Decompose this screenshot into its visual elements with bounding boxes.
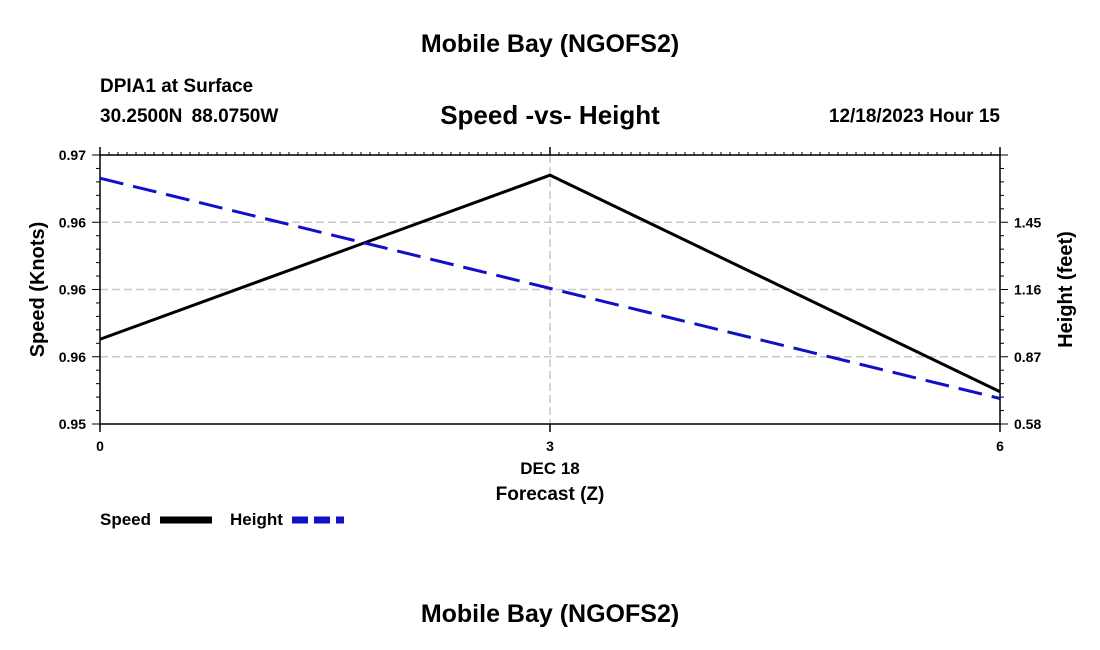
x-tick-label: 0 [96, 438, 104, 454]
x-axis-title: Forecast (Z) [496, 484, 605, 505]
label-layer: 0.95 0.96 0.96 0.96 0.97 0.58 0.87 1.16 1.45 0 3 6 D… [27, 147, 1077, 505]
series-line-speed [99, 173, 1001, 394]
y-right-tick-label: 1.45 [1014, 214, 1041, 230]
y-right-tick-label: 0.87 [1014, 349, 1041, 365]
chart-footer-title: Mobile Bay (NGOFS2) [420, 600, 680, 628]
series-line-height [99, 176, 1001, 400]
speed-height-chart: 0.95 0.96 0.96 0.96 0.97 0.58 0.87 1.16 1.45 0 3 6 D… [27, 147, 1077, 529]
station-label: DPIA1 at Surface [100, 76, 254, 97]
y-right-tick-label: 1.16 [1014, 282, 1041, 298]
y-left-tick-label: 0.96 [59, 282, 86, 298]
y-left-tick-label: 0.96 [59, 349, 86, 365]
y-right-tick-label: 0.58 [1014, 416, 1041, 432]
x-tick-label: 3 [546, 438, 554, 454]
tick-layer [92, 147, 1008, 432]
x-tick-label: 6 [996, 438, 1004, 454]
chart-subtitle: Speed -vs- Height [440, 100, 660, 130]
chart-main-title: Mobile Bay (NGOFS2) [420, 30, 680, 58]
forecast-datetime: 12/18/2023 Hour 15 [828, 106, 1000, 127]
x-date-label: DEC 18 [520, 459, 580, 478]
y-left-tick-label: 0.95 [59, 416, 86, 432]
legend-label-height: Height [230, 510, 283, 529]
legend: Speed Height [100, 510, 344, 529]
series-layer [99, 173, 1001, 400]
y-right-axis-title: Height (feet) [1055, 231, 1077, 348]
legend-label-speed: Speed [100, 510, 151, 529]
station-coordinates: 30.2500N 88.0750W [100, 106, 279, 127]
y-left-tick-label: 0.97 [59, 147, 86, 163]
y-left-axis-title: Speed (Knots) [27, 222, 49, 358]
y-left-tick-label: 0.96 [59, 214, 86, 230]
